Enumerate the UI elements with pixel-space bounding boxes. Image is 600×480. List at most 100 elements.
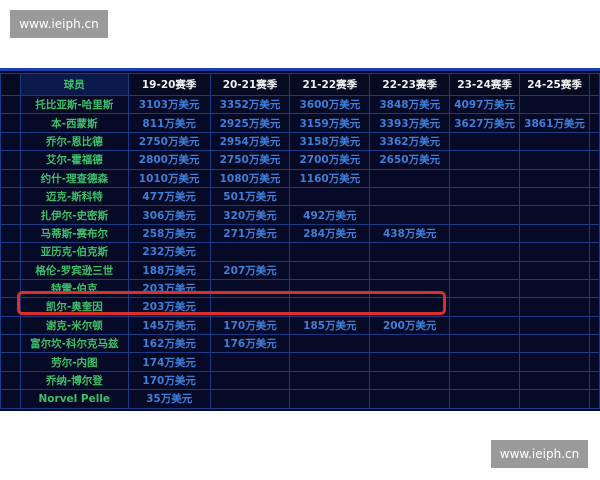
stub-cell [589,205,600,225]
salary-cell: 1080万美元 [209,168,291,188]
salary-cell: 3848万美元 [369,94,451,115]
salary-cell [449,150,521,170]
salary-cell: 284万美元 [289,223,371,244]
salary-cell: 35万美元 [127,389,211,409]
player-name: 艾尔-霍福德 [19,150,129,170]
salary-cell: 306万美元 [127,205,211,225]
table-row: Norvel Pelle 35万美元 [0,389,600,409]
salary-cell: 438万美元 [369,223,451,244]
salary-cell: 1010万美元 [127,168,211,188]
salary-cell: 3159万美元 [289,113,371,133]
salary-cell [209,389,291,409]
salary-cell [519,297,591,317]
stub-cell [589,113,600,133]
salary-cell [519,242,591,262]
stub-cell [589,73,600,96]
stub-cell [0,73,21,96]
salary-cell [519,223,591,244]
salary-cell: 2800万美元 [127,150,211,170]
stub-cell [589,94,600,115]
stub-cell [0,370,21,391]
stub-cell [0,260,21,280]
salary-cell [369,242,451,262]
salary-cell [289,260,371,280]
salary-cell [519,389,591,409]
stub-cell [589,370,600,391]
header-season: 23-24赛季 [449,73,521,96]
salary-cell [369,205,451,225]
stub-cell [0,94,21,115]
salary-cell [449,131,521,152]
table-row: 凯尔-奥奎因 203万美元 [0,297,600,317]
stub-cell [589,297,600,317]
player-name: Norvel Pelle [19,389,129,409]
salary-cell [209,242,291,262]
header-season: 24-25赛季 [519,73,591,96]
stub-cell [0,242,21,262]
stub-cell [589,389,600,409]
table-row: 扎伊尔-史密斯 306万美元 320万美元 492万美元 [0,205,600,225]
header-player: 球员 [19,73,129,96]
salary-cell [519,186,591,207]
watermark-top-left: www.ieiph.cn [10,10,108,38]
salary-cell [289,334,371,354]
stub-cell [589,131,600,152]
table-row: 马蒂斯-赛布尔 258万美元 271万美元 284万美元 438万美元 [0,223,600,244]
salary-cell [369,260,451,280]
header-season: 21-22赛季 [289,73,371,96]
stub-cell [589,186,600,207]
salary-cell [449,297,521,317]
stub-cell [0,223,21,244]
salary-cell [519,205,591,225]
salary-cell: 258万美元 [127,223,211,244]
header-season: 20-21赛季 [209,73,291,96]
watermark-bottom-right: www.ieiph.cn [491,440,588,468]
salary-cell [369,334,451,354]
player-name: 托比亚斯-哈里斯 [19,94,129,115]
table-row: 迈克-斯科特 477万美元 501万美元 [0,186,600,207]
header-season: 19-20赛季 [127,73,211,96]
salary-cell: 3627万美元 [449,113,521,133]
salary-cell [449,260,521,280]
salary-cell [519,168,591,188]
salary-cell: 162万美元 [127,334,211,354]
salary-cell [449,223,521,244]
stub-cell [0,131,21,152]
salary-cell [369,168,451,188]
salary-cell [519,334,591,354]
table-row: 约什-理查德森 1010万美元 1080万美元 1160万美元 [0,168,600,188]
salary-cell: 145万美元 [127,315,211,336]
salary-cell: 188万美元 [127,260,211,280]
salary-cell: 3352万美元 [209,94,291,115]
salary-cell [449,168,521,188]
salary-cell [289,389,371,409]
player-name: 迈克-斯科特 [19,186,129,207]
salary-cell [519,352,591,372]
stub-cell [0,315,21,336]
salary-cell [209,352,291,372]
salary-cell [519,315,591,336]
salary-cell [449,186,521,207]
salary-cell [449,334,521,354]
salary-cell: 2750万美元 [209,150,291,170]
salary-cell: 185万美元 [289,315,371,336]
salary-cell [369,370,451,391]
salary-cell: 2954万美元 [209,131,291,152]
salary-cell: 2750万美元 [127,131,211,152]
stub-cell [0,168,21,188]
salary-cell: 2925万美元 [209,113,291,133]
stub-cell [0,389,21,409]
salary-cell: 200万美元 [369,315,451,336]
player-name: 本-西蒙斯 [19,113,129,133]
salary-cell [449,278,521,299]
stub-cell [0,150,21,170]
salary-cell [519,370,591,391]
salary-cell: 3103万美元 [127,94,211,115]
table-row: 本-西蒙斯 811万美元 2925万美元 3159万美元 3393万美元 3627万美元 3… [0,113,600,133]
stub-cell [589,150,600,170]
stub-cell [589,334,600,354]
salary-cell: 811万美元 [127,113,211,133]
table-row: 艾尔-霍福德 2800万美元 2750万美元 2700万美元 2650万美元 [0,150,600,170]
salary-cell [519,94,591,115]
table-row: 格伦-罗宾逊三世 188万美元 207万美元 [0,260,600,280]
